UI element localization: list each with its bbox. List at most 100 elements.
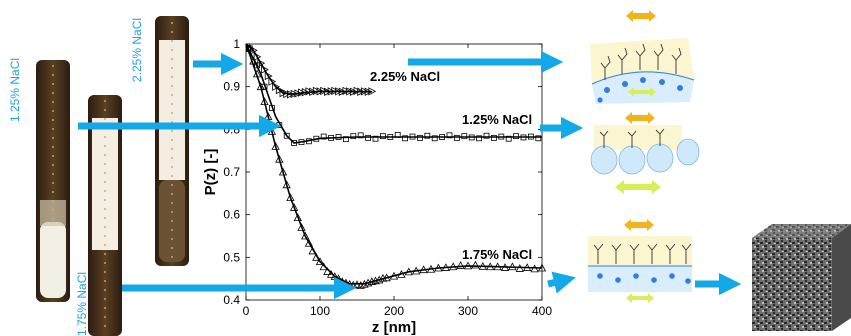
tube-2-photo: [88, 95, 122, 336]
series-2-point: [530, 264, 539, 273]
series-1-point: [498, 133, 505, 140]
series-2-point: [245, 43, 254, 52]
series-2-point: [304, 238, 314, 247]
annotation-2-25: 2.25% NaCl: [370, 69, 440, 84]
series-1-point: [468, 134, 475, 141]
series-2-point: [404, 267, 413, 276]
series-2-point: [360, 279, 369, 288]
series-1-point: [283, 132, 290, 139]
series-0-point: [320, 86, 329, 96]
series-0-point: [298, 88, 306, 97]
series-2-point: [297, 223, 306, 231]
series-2-point: [323, 267, 332, 275]
series-1-point: [528, 133, 534, 140]
x-axis-label: z [nm]: [372, 319, 416, 336]
series-2-point: [271, 142, 280, 150]
series-0-point: [349, 87, 358, 96]
series-2-point: [434, 263, 443, 272]
series-1-point: [424, 132, 431, 139]
series-1-point: [394, 131, 401, 138]
series-1-point: [350, 133, 357, 140]
series-2-point: [308, 246, 317, 255]
series-1-point: [335, 134, 342, 140]
series-2-point: [500, 263, 510, 271]
series-1-point: [372, 135, 379, 142]
series-0-point: [364, 87, 373, 96]
series-2-point: [319, 262, 328, 271]
tube-3-photo: [155, 16, 189, 266]
series-0-point: [312, 86, 321, 96]
series-1-point: [490, 134, 497, 141]
series-0-point: [342, 86, 351, 96]
series-1-point: [268, 105, 275, 111]
series-0-point: [360, 87, 369, 96]
series-0-point: [346, 87, 354, 96]
y-tick-label: 0.4: [223, 293, 240, 307]
series-1-fit-line: [245, 43, 542, 144]
series-1-point: [387, 134, 394, 140]
series-2-point: [449, 262, 458, 271]
series-1-point: [409, 133, 416, 140]
series-2-point: [275, 154, 284, 163]
series-0-point: [335, 87, 343, 96]
series-1-point: [365, 134, 372, 141]
series-1-point: [483, 132, 490, 139]
series-2-point: [426, 264, 436, 273]
series-0-point: [286, 90, 295, 99]
y-tick-label: 1: [233, 37, 240, 51]
series-1-point: [416, 134, 423, 141]
green-arrow-icon: [615, 180, 661, 194]
chart-marks: [245, 43, 547, 289]
series-1-point: [291, 140, 298, 146]
series-2-point: [456, 261, 465, 269]
series-2-point: [419, 265, 428, 274]
series-0-point: [357, 87, 366, 96]
series-2-point: [256, 82, 265, 91]
series-2-point: [523, 263, 532, 271]
annotation-1-25: 1.25% NaCl: [462, 112, 532, 127]
x-tick-label: 400: [532, 304, 552, 318]
series-1-point: [461, 133, 468, 140]
y-tick-label: 0.9: [223, 80, 240, 94]
y-tick-label: 0.6: [223, 208, 240, 222]
x-tick-label: 300: [458, 304, 478, 318]
y-tick-label: 0.7: [223, 165, 240, 179]
schematic-top: [590, 10, 695, 104]
series-2-point: [389, 271, 399, 280]
series-2-point: [249, 56, 258, 65]
series-2-point: [293, 213, 302, 222]
series-0-point: [327, 87, 336, 96]
series-2-point: [252, 69, 262, 78]
series-0-point: [368, 87, 377, 96]
series-1-point: [357, 132, 364, 139]
series-0-point: [290, 89, 299, 99]
series-2-point: [508, 262, 517, 271]
series-1-point: [379, 133, 386, 140]
series-1-point: [439, 134, 446, 140]
series-1-point: [328, 134, 335, 141]
series-1-point: [476, 135, 483, 142]
series-1-point: [535, 135, 542, 142]
arrow-to-schematic-bottom: [547, 271, 576, 294]
series-2-point: [441, 263, 450, 271]
series-2-point: [493, 262, 502, 271]
series-2-point: [286, 193, 295, 202]
series-1-point: [320, 133, 327, 140]
series-2-point: [356, 281, 365, 289]
y-axis-label: P(z) [-]: [202, 149, 219, 196]
series-2-point: [312, 252, 321, 261]
series-0-point: [338, 87, 347, 96]
series-0-point: [275, 85, 284, 95]
series-1-point: [513, 133, 519, 140]
microstructure-cube: [752, 224, 851, 331]
annotation-1-75: 1.75% NaCl: [462, 247, 532, 262]
series-0-point: [353, 86, 362, 96]
series-0-point: [279, 88, 288, 98]
series-0-point: [264, 71, 273, 81]
series-0-point: [309, 87, 317, 96]
x-tick-label: 200: [384, 304, 404, 318]
